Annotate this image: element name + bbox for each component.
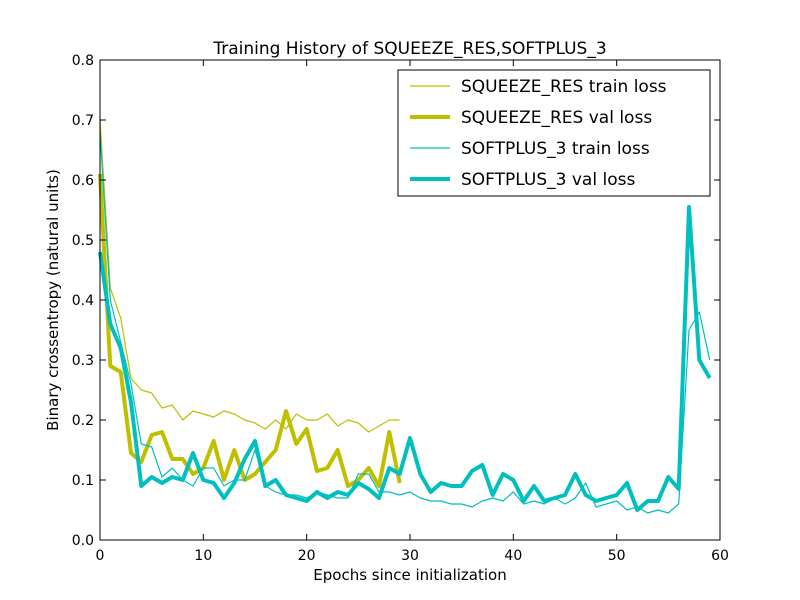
series-layer	[98, 119, 712, 514]
x-tick-label: 60	[711, 548, 729, 564]
legend-box	[397, 69, 711, 197]
x-tick-label: 20	[298, 548, 316, 564]
x-axis-label: Epochs since initialization	[313, 566, 506, 584]
y-tick-label: 0.7	[72, 113, 94, 129]
chart-title: Training History of SQUEEZE_RES,SOFTPLUS…	[212, 39, 606, 59]
legend-label-1: SQUEEZE_RES val loss	[461, 108, 652, 128]
y-tick-label: 0.3	[72, 353, 94, 369]
x-tick-label: 40	[504, 548, 522, 564]
plot-frame	[99, 59, 721, 541]
x-tick-label: 0	[96, 548, 105, 564]
x-tick-label: 30	[401, 548, 419, 564]
y-tick-label: 0.8	[72, 53, 94, 69]
y-axis-label: Binary crossentropy (natural units)	[44, 169, 62, 431]
ticks-layer: 0 10 20 30 40 50 60 0.0 0.1 0.2 0.3 0.4 0.5 0.6 0.7 0.8	[72, 53, 729, 564]
y-tick-label: 0.0	[72, 533, 94, 549]
legend-label-0: SQUEEZE_RES train loss	[461, 77, 667, 97]
y-tick-label: 0.4	[72, 293, 94, 309]
x-tick-label: 10	[194, 548, 212, 564]
series-line-0	[99, 119, 400, 433]
series-line-1	[98, 173, 402, 488]
legend-label-2: SOFTPLUS_3 train loss	[461, 139, 650, 159]
y-tick-label: 0.6	[72, 173, 94, 189]
y-tick-label: 0.5	[72, 233, 94, 249]
y-tick-label: 0.1	[72, 473, 94, 489]
series-line-3	[98, 205, 712, 512]
legend-label-3: SOFTPLUS_3 val loss	[461, 170, 635, 190]
legend: SQUEEZE_RES train loss SQUEEZE_RES val lo…	[397, 69, 711, 197]
y-tick-label: 0.2	[72, 413, 94, 429]
x-tick-label: 50	[608, 548, 626, 564]
